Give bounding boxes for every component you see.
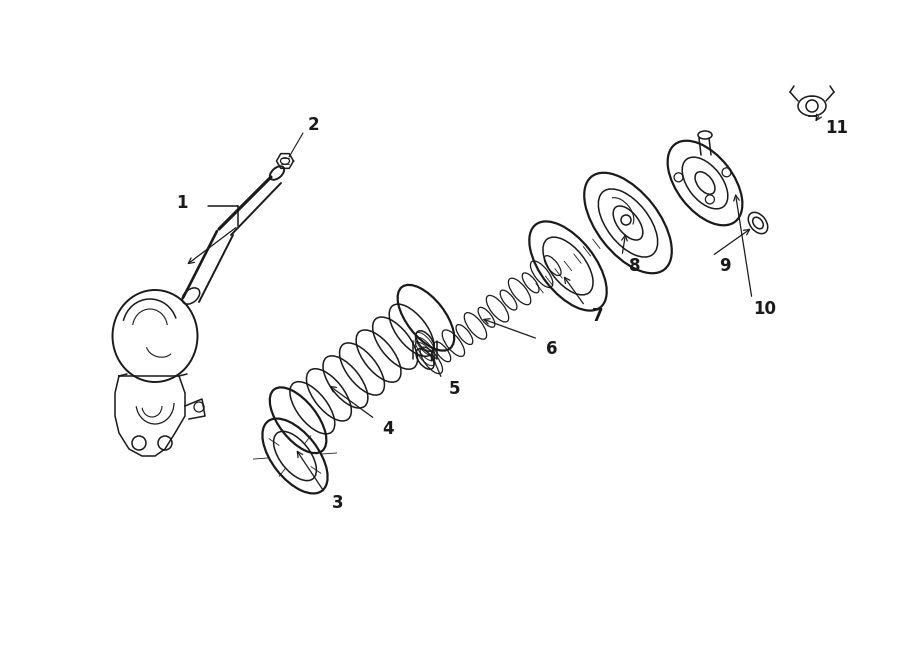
Text: 8: 8 xyxy=(629,257,641,275)
Text: 5: 5 xyxy=(449,380,461,398)
Text: 3: 3 xyxy=(332,494,344,512)
Text: 9: 9 xyxy=(719,257,731,275)
Text: 6: 6 xyxy=(546,340,558,358)
Text: 7: 7 xyxy=(592,307,604,325)
Text: 2: 2 xyxy=(307,116,319,134)
Text: 11: 11 xyxy=(825,119,849,137)
Text: 1: 1 xyxy=(176,194,188,212)
Text: 10: 10 xyxy=(753,300,777,318)
Text: 4: 4 xyxy=(382,420,394,438)
